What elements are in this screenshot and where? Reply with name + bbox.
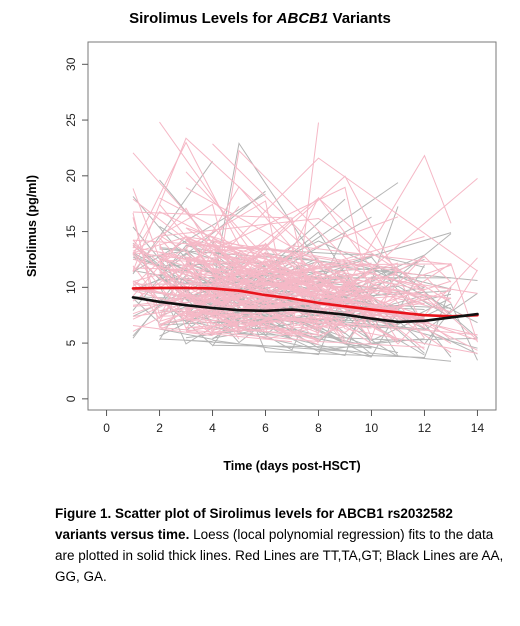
profile-line-226 — [159, 271, 213, 302]
profile-line-154 — [185, 244, 372, 341]
y-axis-label: Sirolimus (pg/ml) — [25, 175, 39, 277]
profile-line-148 — [185, 186, 372, 304]
profile-line-165 — [159, 175, 425, 327]
profile-line-166 — [212, 271, 452, 313]
profile-line-202 — [185, 227, 346, 282]
x-tick-label-10: 10 — [365, 421, 379, 435]
x-tick-label-6: 6 — [262, 421, 269, 435]
y-tick-label-15: 15 — [64, 225, 78, 239]
profile-line-104 — [212, 157, 478, 272]
profile-line-187 — [185, 276, 478, 330]
individual-profiles — [132, 121, 478, 362]
profile-line-222 — [212, 280, 346, 320]
profile-line-228 — [132, 236, 187, 254]
profile-line-15 — [159, 190, 266, 276]
profile-line-213 — [159, 217, 399, 271]
profile-line-236 — [212, 259, 346, 297]
chart-title-gene: ABCB1 — [276, 10, 329, 27]
profile-line-11 — [159, 297, 372, 348]
chart-title-suffix: Variants — [328, 10, 391, 27]
caption-rest: Loess (local polynomial regression) fits… — [55, 527, 504, 584]
profile-line-114 — [185, 187, 346, 278]
y-tick-label-30: 30 — [64, 57, 78, 71]
loess-fits — [131, 286, 479, 324]
profile-line-206 — [159, 245, 452, 328]
scatter-plot: 0 2 4 6 8 10 12 14 0 5 10 15 20 25 30 Time (days post… — [25, 41, 497, 473]
profile-line-190 — [132, 294, 187, 315]
figure-caption: Figure 1. Scatter plot of Sirolimus leve… — [55, 503, 505, 587]
y-axis: 0 5 10 15 20 25 30 — [64, 57, 88, 402]
profile-line-161 — [132, 217, 160, 316]
y-tick-label-10: 10 — [64, 280, 78, 294]
loess-line-red — [131, 286, 479, 318]
profile-line-214 — [212, 197, 478, 341]
x-tick-label-2: 2 — [156, 421, 163, 435]
x-axis-label: Time (days post-HSCT) — [223, 459, 360, 473]
x-tick-label-0: 0 — [103, 421, 110, 435]
profile-line-229 — [132, 252, 213, 263]
profile-line-216 — [185, 227, 478, 336]
profile-line-235 — [185, 236, 452, 317]
profile-line-200 — [185, 171, 452, 315]
profile-line-109 — [185, 330, 293, 343]
profile-line-230 — [185, 239, 372, 302]
profile-line-198 — [185, 247, 452, 315]
y-tick-label-0: 0 — [64, 395, 78, 402]
profile-line-72 — [132, 297, 160, 324]
profile-line-156 — [159, 185, 372, 341]
profile-line-129 — [132, 141, 372, 315]
profile-line-78 — [159, 310, 425, 330]
profile-line-223 — [159, 216, 399, 326]
x-tick-label-14: 14 — [471, 421, 485, 435]
profile-line-217 — [185, 319, 372, 329]
profile-line-239 — [212, 240, 399, 340]
loess-line-black — [131, 296, 479, 324]
profile-line-188 — [185, 264, 319, 340]
profile-line-195 — [185, 260, 372, 306]
profile-line-205 — [132, 203, 399, 311]
y-tick-label-25: 25 — [64, 113, 78, 127]
profile-line-80 — [159, 338, 213, 342]
caption-bold: Figure 1. Scatter plot of Sirolimus leve… — [55, 506, 453, 542]
profile-line-131 — [212, 143, 319, 250]
profile-line-183 — [212, 237, 372, 345]
chart-title-prefix: Sirolimus Levels for — [129, 10, 277, 27]
profile-line-167 — [132, 255, 372, 273]
y-tick-label-5: 5 — [64, 339, 78, 346]
plot-frame — [87, 41, 497, 411]
profile-line-158 — [212, 154, 452, 334]
profile-line-157 — [132, 198, 399, 302]
profile-line-82 — [212, 288, 346, 356]
y-tick-label-20: 20 — [64, 169, 78, 183]
profile-line-233 — [212, 236, 425, 308]
x-axis: 0 2 4 6 8 10 12 14 — [103, 410, 484, 435]
profile-line-130 — [185, 252, 452, 323]
x-tick-label-8: 8 — [315, 421, 322, 435]
profile-line-227 — [159, 121, 399, 285]
profile-line-212 — [132, 325, 213, 337]
profile-line-219 — [132, 259, 213, 320]
profile-line-186 — [132, 196, 425, 339]
profile-line-208 — [132, 280, 346, 340]
x-tick-label-4: 4 — [209, 421, 216, 435]
profile-line-55 — [212, 290, 372, 324]
profile-line-178 — [132, 262, 346, 332]
profile-line-159 — [132, 245, 213, 302]
chart-title: Sirolimus Levels for ABCB1 Variants — [0, 10, 520, 27]
x-tick-label-12: 12 — [418, 421, 432, 435]
